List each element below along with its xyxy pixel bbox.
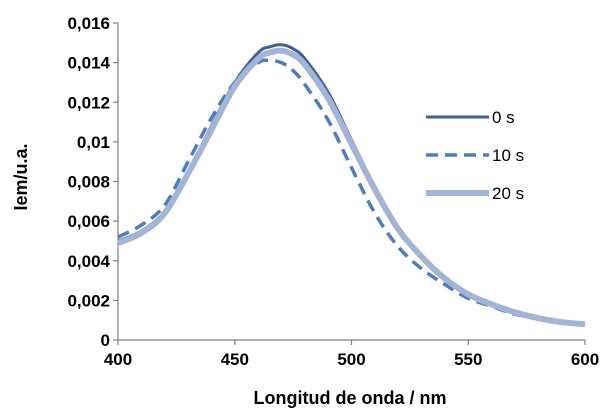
legend: 0 s 10 s 20 s: [426, 108, 524, 203]
legend-label-1: 10 s: [492, 146, 524, 165]
y-tick-label: 0,004: [67, 252, 110, 271]
x-tick-label: 400: [104, 350, 132, 369]
x-axis-title: Longitud de onda / nm: [254, 388, 447, 408]
x-tick-label: 600: [571, 350, 599, 369]
legend-label-0: 0 s: [492, 108, 515, 127]
y-tick-label: 0: [101, 331, 110, 350]
x-ticks: 400 450 500 550 600: [104, 340, 599, 369]
y-tick-label: 0,014: [67, 54, 110, 73]
y-tick-label: 0,006: [67, 212, 110, 231]
series-line-2: [116, 47, 586, 328]
legend-label-2: 20 s: [492, 184, 524, 203]
y-tick-label: 0,008: [67, 173, 110, 192]
x-tick-label: 550: [454, 350, 482, 369]
y-tick-label: 0,01: [77, 133, 110, 152]
y-axis-title: Iem/u.a.: [11, 143, 31, 210]
x-tick-label: 450: [221, 350, 249, 369]
y-tick-label: 0,002: [67, 291, 110, 310]
series-lines: [116, 43, 586, 328]
y-tick-label: 0,016: [67, 14, 110, 33]
y-tick-label: 0,012: [67, 93, 110, 112]
axes: [117, 23, 585, 341]
y-ticks: 0 0,002 0,004 0,006 0,008 0,01 0,012 0,014 0,016: [67, 14, 118, 350]
x-tick-label: 500: [337, 350, 365, 369]
